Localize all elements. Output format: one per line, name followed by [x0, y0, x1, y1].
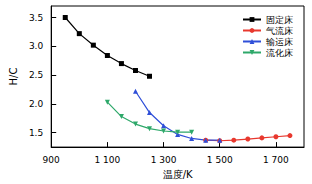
svg-text:温度/K: 温度/K — [163, 169, 193, 180]
svg-text:输运床: 输运床 — [266, 37, 293, 47]
svg-text:3.0: 3.0 — [29, 41, 44, 51]
svg-text:固定床: 固定床 — [266, 15, 293, 25]
svg-text:1.5: 1.5 — [29, 128, 43, 138]
svg-text:3.5: 3.5 — [29, 13, 43, 23]
svg-text:2.5: 2.5 — [29, 70, 43, 80]
svg-text:流化床: 流化床 — [266, 48, 293, 58]
svg-text:1 700: 1 700 — [263, 155, 289, 165]
svg-text:1 500: 1 500 — [207, 155, 233, 165]
svg-text:H/C: H/C — [8, 68, 19, 86]
svg-text:900: 900 — [43, 155, 60, 165]
svg-text:气流床: 气流床 — [266, 26, 293, 36]
svg-text:1 300: 1 300 — [151, 155, 177, 165]
svg-text:1 100: 1 100 — [95, 155, 121, 165]
svg-text:2.0: 2.0 — [29, 99, 44, 109]
